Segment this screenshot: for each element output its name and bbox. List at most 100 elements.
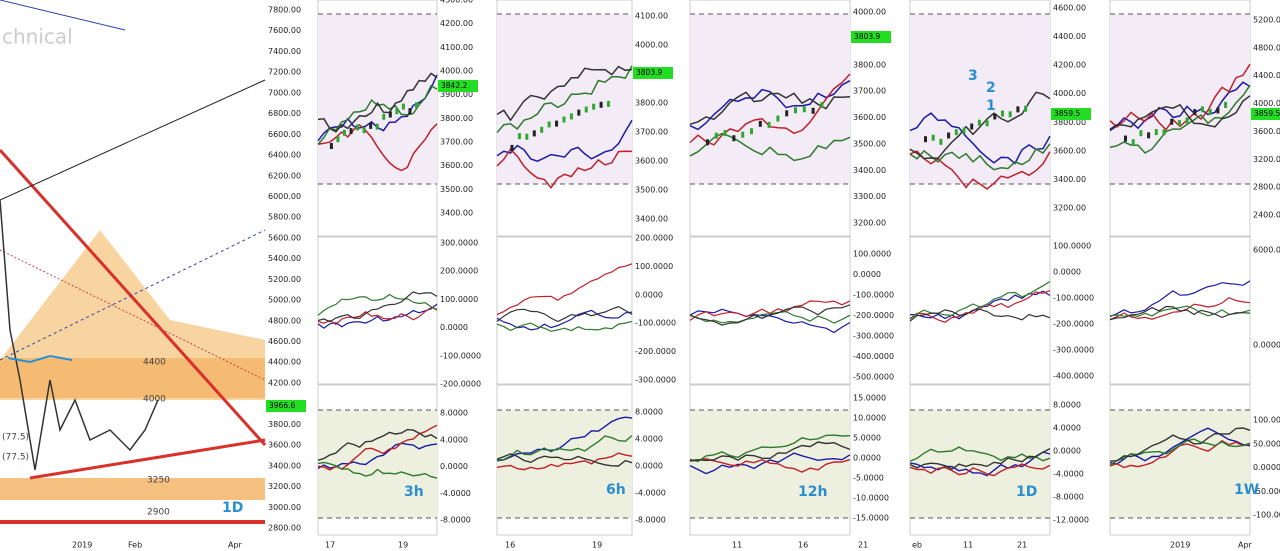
indicator-line	[317, 72, 438, 133]
timeframe-label: 6h	[606, 482, 626, 498]
axis-label: -4.0000	[440, 489, 471, 498]
x-label: Feb	[128, 541, 142, 550]
candle	[1177, 120, 1181, 127]
oscillator-line	[317, 291, 438, 323]
candle	[954, 129, 958, 136]
wave-label: 3	[968, 68, 978, 84]
axis-label: 0.0000	[853, 454, 881, 463]
x-label: 16	[505, 541, 515, 550]
axis-label: 0.0000	[1053, 447, 1081, 456]
axis-label: 4200.00	[268, 378, 301, 387]
candle	[349, 128, 353, 135]
momentum-line	[317, 461, 438, 479]
axis-label: 3400.00	[853, 166, 886, 175]
momentum-line	[689, 441, 851, 462]
x-label: 17	[325, 541, 335, 550]
candle	[1216, 107, 1220, 114]
axis-label: 0.0000	[635, 290, 663, 299]
candle	[767, 121, 771, 128]
level-label: (77.5)	[2, 433, 29, 443]
timeframe-label: 1D	[222, 500, 243, 516]
candle	[1208, 108, 1212, 115]
x-label: 2019	[72, 541, 92, 550]
candle	[723, 130, 727, 137]
candle	[931, 134, 935, 141]
axis-label: 6600.00	[268, 130, 301, 139]
timeframe-label: 3h	[404, 484, 424, 500]
axis-label: -300.0000	[1053, 346, 1094, 355]
osc-pane	[317, 236, 438, 385]
axis-label: 0.0000	[440, 323, 468, 332]
momentum-zone	[690, 410, 850, 518]
axis-label: -15.0000	[853, 514, 889, 523]
axis-label: -100.0000	[853, 291, 894, 300]
price-zone	[1110, 14, 1250, 184]
indicator-line	[909, 112, 1051, 165]
candle	[820, 102, 824, 109]
candle	[1224, 101, 1228, 108]
axis-label: 0.0000	[1253, 463, 1280, 472]
price-tag: 3859.5	[1054, 109, 1080, 118]
price-tag: 3966.6	[269, 401, 295, 410]
axis-label: 50.0000	[1253, 439, 1280, 448]
osc-pane	[496, 236, 633, 385]
axis-label: -50.0000	[1253, 487, 1280, 496]
momentum-line	[909, 451, 1051, 477]
candle	[408, 108, 412, 115]
indicator-line	[1109, 95, 1251, 130]
momentum-zone	[1110, 410, 1250, 518]
axis-label: 0.0000	[440, 462, 468, 471]
oscillator-line	[496, 263, 633, 316]
axis-label: -4.0000	[1053, 470, 1084, 479]
candle	[1016, 106, 1020, 113]
axis-label: 4100.00	[440, 43, 473, 52]
oscillator-line	[317, 306, 438, 326]
candle	[1001, 110, 1004, 117]
indicator-line	[496, 65, 633, 122]
axis-label: -300.0000	[853, 332, 894, 341]
wave-label: 1	[986, 98, 996, 114]
momentum-line	[909, 446, 1051, 462]
price-tag: 3859.5	[1254, 109, 1280, 118]
x-label: eb	[912, 541, 922, 550]
axis-label: 200.0000	[635, 234, 673, 243]
indicator-line	[689, 80, 851, 131]
axis-label: -400.0000	[853, 352, 894, 361]
axis-label: 3500.00	[853, 139, 886, 148]
axis-label: 3200.00	[853, 219, 886, 228]
axis-label: 6800.00	[268, 109, 301, 118]
axis-label: 5200.00	[268, 275, 301, 284]
axis-label: 2800.00	[268, 524, 301, 533]
axis-label: 3800.00	[1053, 118, 1086, 127]
axis-label: 4600.00	[1053, 4, 1086, 13]
axis-label: -200.0000	[635, 347, 676, 356]
candle	[1008, 111, 1012, 118]
axis-label: 10.0000	[853, 414, 886, 423]
oscillator-line	[496, 306, 633, 323]
candle	[977, 119, 981, 126]
axis-label: 3600.00	[853, 113, 886, 122]
momentum-line	[496, 435, 633, 461]
axis-label: 3000.00	[268, 503, 301, 512]
axis-label: 4000.00	[440, 67, 473, 76]
indicator-line	[496, 148, 633, 189]
indicator-line	[909, 150, 1051, 190]
candle	[802, 106, 806, 113]
x-label: 16	[798, 541, 808, 550]
candle	[811, 107, 815, 114]
level-label: 2900	[147, 508, 170, 518]
candle	[510, 144, 514, 151]
axis-label: 5.0000	[853, 434, 881, 443]
price-zone	[318, 14, 437, 184]
axis-label: 3300.00	[853, 192, 886, 201]
axis-label: 8.0000	[440, 409, 468, 418]
axis-label: -100.0000	[440, 351, 481, 360]
axis-label: 4000.00	[1053, 89, 1086, 98]
axis-label: 3200.00	[1053, 204, 1086, 213]
candle	[607, 100, 611, 107]
candle	[375, 123, 379, 130]
axis-label: 3400.00	[635, 215, 668, 224]
axis-label: -400.0000	[1053, 372, 1094, 381]
axis-label: -200.0000	[440, 380, 481, 389]
axis-label: 4.0000	[440, 435, 468, 444]
